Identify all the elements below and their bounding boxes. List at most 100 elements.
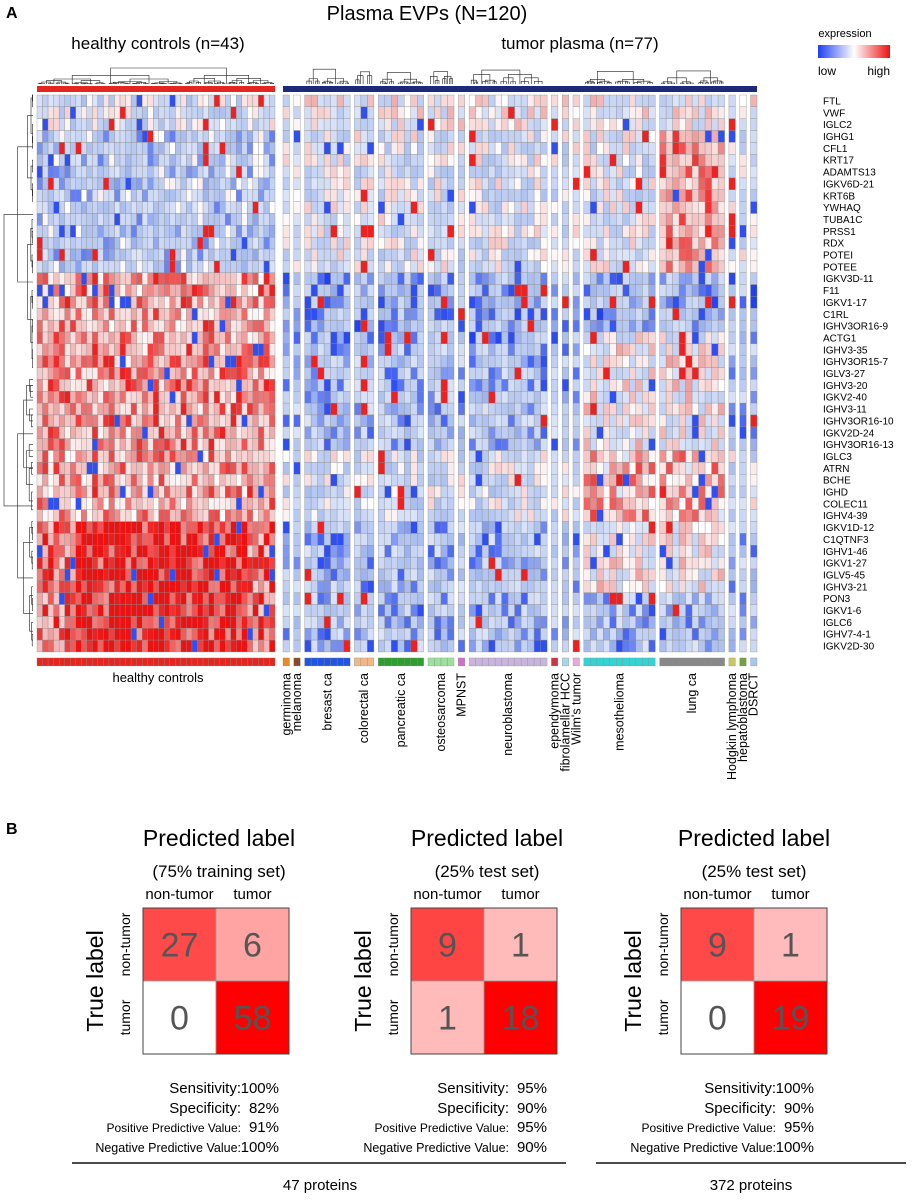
heatmap-cell — [635, 308, 643, 321]
heatmap-cell — [678, 391, 686, 404]
heatmap-cell — [53, 189, 60, 202]
heatmap-cell — [125, 379, 132, 392]
heatmap-cell — [175, 272, 182, 285]
heatmap-cell — [434, 260, 442, 273]
heatmap-cell — [293, 308, 301, 321]
heatmap-cell — [622, 616, 630, 629]
heatmap-cell — [410, 296, 418, 309]
heatmap-cell — [252, 272, 259, 285]
heatmap-cell — [494, 118, 502, 131]
heatmap-cell — [440, 402, 448, 416]
heatmap-cell — [527, 94, 535, 108]
heatmap-cell — [304, 414, 312, 427]
heatmap-cell — [494, 331, 502, 345]
heatmap-cell — [391, 248, 398, 262]
heatmap-cell — [247, 438, 254, 451]
heatmap-cell — [378, 533, 385, 546]
heatmap-cell — [81, 604, 87, 617]
heatmap-cell — [711, 462, 719, 475]
heatmap-cell — [158, 450, 165, 463]
heatmap-cell — [527, 201, 535, 214]
heatmap-cell — [81, 509, 87, 522]
heatmap-cell — [36, 497, 43, 510]
heatmap-cell — [434, 142, 442, 155]
heatmap-cell — [384, 485, 392, 499]
heatmap-cell — [158, 343, 165, 356]
heatmap-cell — [130, 438, 137, 451]
heatmap-cell — [622, 130, 630, 143]
heatmap-cell — [583, 94, 591, 108]
heatmap-cell — [304, 497, 312, 510]
heatmap-cell — [247, 379, 254, 392]
heatmap-cell — [58, 213, 65, 226]
heatmap-cell — [458, 497, 465, 510]
heatmap-cell — [141, 94, 148, 108]
heatmap-cell — [92, 438, 99, 451]
heatmap-cell — [410, 154, 418, 167]
heatmap-cell — [629, 165, 636, 179]
heatmap-cell — [520, 177, 528, 190]
heatmap-cell — [583, 154, 591, 167]
heatmap-cell — [103, 237, 110, 250]
heatmap-cell — [169, 592, 176, 605]
heatmap-cell — [241, 142, 248, 155]
heatmap-cell — [367, 485, 375, 499]
heatmap-cell — [672, 509, 680, 522]
heatmap-cell — [103, 343, 110, 356]
heatmap-cell — [458, 130, 465, 143]
heatmap-cell — [367, 130, 375, 143]
heatmap-cell — [648, 165, 656, 179]
heatmap-cell — [629, 142, 636, 155]
heatmap-cell — [434, 201, 442, 214]
heatmap-cell — [317, 118, 325, 131]
heatmap-cell — [208, 379, 215, 392]
heatmap-cell — [230, 343, 237, 356]
heatmap-cell — [434, 319, 442, 333]
heatmap-cell — [711, 509, 719, 522]
heatmap-cell — [440, 165, 448, 179]
heatmap-cell — [197, 142, 204, 155]
heatmap-cell — [440, 379, 448, 392]
heatmap-cell — [304, 308, 312, 321]
heatmap-cell — [648, 474, 656, 487]
heatmap-cell — [514, 568, 522, 582]
heatmap-cell — [596, 284, 604, 297]
heatmap-cell — [164, 580, 171, 593]
heatmap-cell — [417, 130, 424, 143]
heatmap-cell — [304, 426, 312, 439]
heatmap-cell — [213, 450, 220, 463]
heatmap-cell — [53, 213, 60, 226]
heatmap-cell — [572, 556, 580, 570]
heatmap-cell — [427, 509, 435, 522]
heatmap-cell — [672, 106, 680, 119]
heatmap-cell — [136, 509, 143, 522]
heatmap-cell — [97, 343, 104, 356]
heatmap-cell — [219, 296, 226, 309]
heatmap-cell — [213, 94, 220, 108]
heatmap-cell — [119, 272, 126, 285]
heatmap-cell — [323, 284, 331, 297]
heatmap-cell — [125, 628, 132, 641]
heatmap-cell — [384, 237, 392, 250]
heatmap-cell — [158, 154, 165, 167]
heatmap-cell — [481, 213, 489, 226]
heatmap-cell — [481, 568, 489, 582]
heatmap-cell — [208, 402, 215, 416]
heatmap-cell — [665, 154, 673, 167]
heatmap-cell — [609, 379, 617, 392]
heatmap-cell — [47, 533, 54, 546]
heatmap-cell — [186, 248, 193, 262]
heatmap-cell — [114, 545, 121, 558]
heatmap-cell — [635, 189, 643, 202]
heatmap-cell — [317, 319, 325, 333]
heatmap-cell — [153, 248, 159, 262]
heatmap-cell — [698, 355, 706, 368]
heatmap-cell — [186, 474, 193, 487]
heatmap-cell — [53, 639, 60, 653]
heatmap-cell — [36, 568, 43, 582]
heatmap-cell — [551, 521, 559, 534]
heatmap-cell — [202, 355, 209, 368]
heatmap-cell — [704, 568, 712, 582]
heatmap-cell — [410, 94, 418, 108]
heatmap-cell — [404, 604, 411, 617]
